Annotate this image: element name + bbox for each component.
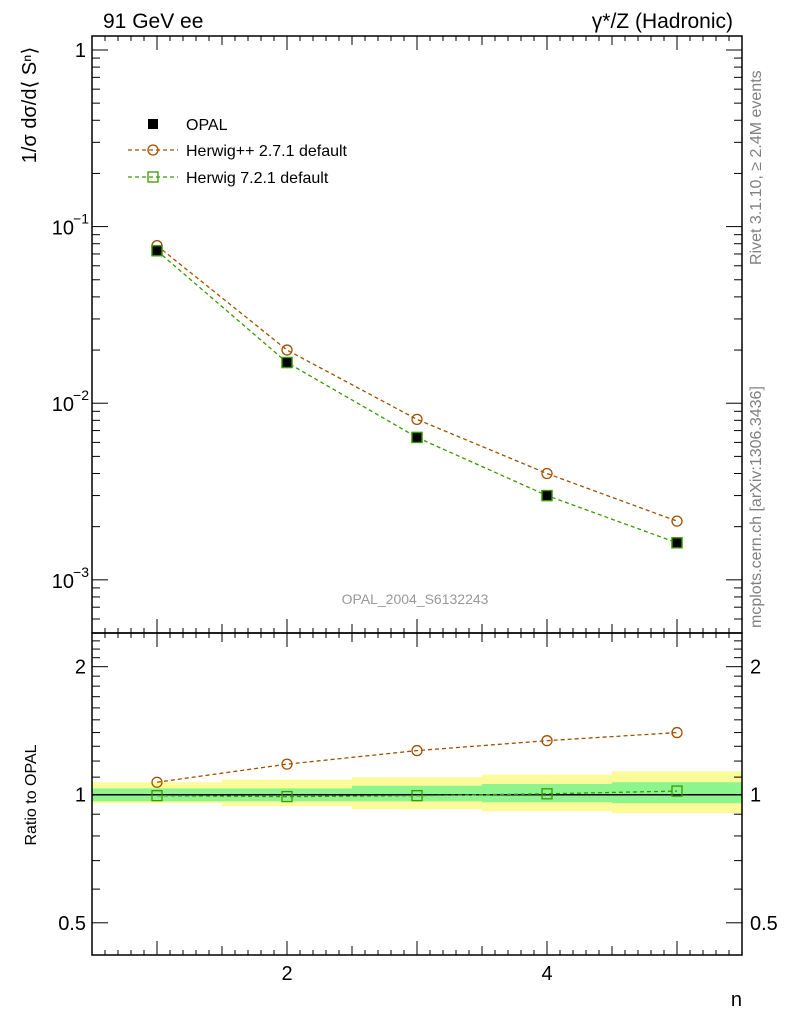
main-y-tick-label: 10 xyxy=(52,218,74,240)
analysis-watermark: OPAL_2004_S6132243 xyxy=(342,591,489,607)
herwig7-ratio-point xyxy=(281,790,293,803)
data-main-point xyxy=(412,432,422,443)
data-main-point xyxy=(672,537,682,548)
ratio-y-tick-label-right: 1 xyxy=(750,785,761,807)
herwigpp-legend-marker xyxy=(147,144,159,156)
data-main-point xyxy=(542,490,552,501)
herwigpp-ratio-point xyxy=(541,735,553,747)
ratio-y-tick-label-left: 2 xyxy=(75,657,86,679)
herwigpp-main-point xyxy=(281,344,293,356)
ratio-y-axis-title: Ratio to OPAL xyxy=(23,744,40,845)
herwig7-main-point-overlay xyxy=(151,245,163,257)
herwig7-main-point-overlay xyxy=(541,489,553,502)
x-tick-label: 4 xyxy=(541,963,552,985)
ratio-inner-band xyxy=(352,785,482,802)
herwig7-legend-label: Herwig 7.2.1 default xyxy=(186,170,329,187)
main-y-tick-exponent: −1 xyxy=(73,211,89,227)
ratio-inner-band xyxy=(482,783,612,803)
ratio-series xyxy=(151,726,683,803)
herwigpp-legend-label: Herwig++ 2.7.1 default xyxy=(186,143,348,160)
herwig7-legend-marker xyxy=(147,171,159,183)
ratio-y-tick-label-right: 2 xyxy=(750,657,761,679)
main-y-tick-exponent: −3 xyxy=(73,564,89,580)
herwigpp-main-point xyxy=(411,413,423,426)
herwigpp-main-point xyxy=(671,515,683,527)
main-y-tick-label: 10 xyxy=(52,394,74,416)
main-y-tick-label: 1 xyxy=(75,40,86,62)
ratio-y-tick-label-left: 1 xyxy=(75,785,86,807)
herwig7-ratio-line xyxy=(156,790,678,798)
herwig7-main-point-overlay xyxy=(281,356,293,369)
herwig7-ratio-point xyxy=(151,790,163,802)
data-main-point xyxy=(152,245,162,256)
header-left-label: 91 GeV ee xyxy=(103,10,203,33)
ratio-y-tick-label-left: 0.5 xyxy=(58,913,86,935)
data-main-point xyxy=(282,357,292,368)
herwig7-ratio-point xyxy=(541,788,553,800)
herwig7-main-point-overlay xyxy=(411,431,423,444)
ratio-y-tick-label-right: 0.5 xyxy=(750,913,778,935)
herwigpp-ratio-point xyxy=(411,744,423,757)
legend: OPAL Herwig++ 2.7.1 default Herwig 7.2.1 d… xyxy=(128,117,348,187)
mcplots-label: mcplots.cern.ch [arXiv:1306.3436] xyxy=(748,386,765,628)
herwigpp-ratio-point xyxy=(671,726,683,739)
herwigpp-ratio-line xyxy=(156,731,678,783)
ratio-inner-band xyxy=(612,782,742,804)
x-tick-label: 2 xyxy=(281,963,292,985)
data-legend-label: OPAL xyxy=(186,117,228,134)
main-y-tick-label: 10 xyxy=(52,571,74,593)
header-right-label: γ*/Z (Hadronic) xyxy=(592,10,733,33)
main-series xyxy=(151,240,683,549)
x-axis-title: n xyxy=(731,989,742,1011)
herwig7-main-point-overlay xyxy=(671,537,683,549)
main-y-tick-exponent: −2 xyxy=(73,387,89,403)
herwig7-main-line xyxy=(156,250,678,544)
herwigpp-ratio-point xyxy=(281,758,293,770)
herwigpp-main-point xyxy=(541,467,553,480)
ratio-axes: 0.5 0.5 1 1 2 2 2 4 xyxy=(58,632,778,985)
herwig7-ratio-point xyxy=(411,790,423,802)
herwig7-ratio-point xyxy=(671,785,683,797)
rivet-version-label: Rivet 3.1.10, ≥ 2.4M events xyxy=(748,70,765,265)
herwigpp-ratio-point xyxy=(151,776,163,788)
main-y-axis-title: 1/σ dσ/d⟨ Sⁿ⟩ xyxy=(19,47,41,164)
data-legend-marker xyxy=(148,119,158,129)
